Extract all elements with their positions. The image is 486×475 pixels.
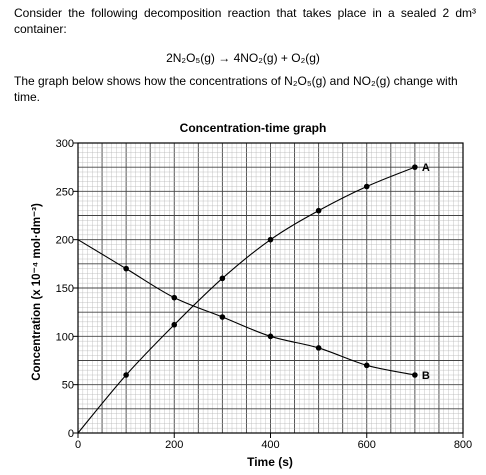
y-tick-label: 100: [56, 331, 74, 343]
series-b-point: [123, 265, 129, 272]
series-a-point: [267, 236, 274, 243]
chart-title: Concentration-time graph: [180, 121, 327, 135]
question-intro: Consider the following decomposition rea…: [14, 6, 476, 36]
series-b-label: B: [422, 370, 430, 382]
series-a-point: [171, 321, 178, 328]
series-a-label: A: [422, 162, 430, 174]
series-b-point: [219, 314, 226, 320]
chart-grid: [77, 142, 464, 434]
series-b-point: [363, 362, 370, 369]
y-tick-label: 200: [56, 235, 74, 247]
reaction-equation: 2N₂O₅(g) → 4NO₂(g) + O₂(g): [166, 51, 320, 65]
series-a-point: [123, 372, 129, 378]
x-tick-label: 200: [165, 439, 183, 451]
series-a-point: [363, 183, 370, 190]
series-a-point: [315, 207, 322, 214]
x-tick-label: 400: [261, 439, 279, 451]
x-tick-label: 0: [75, 439, 81, 451]
series-a-point: [412, 164, 418, 170]
x-axis-label: Time (s): [247, 455, 293, 469]
y-tick-label: 150: [56, 283, 74, 295]
series-b-point: [267, 333, 274, 340]
series-a-point: [219, 275, 226, 282]
x-tick-label: 800: [454, 439, 472, 451]
y-tick-label: 300: [56, 138, 74, 150]
series-b-line: [77, 239, 415, 376]
y-tick-label: 250: [56, 186, 74, 198]
series-b-point: [412, 372, 418, 378]
chart-axes: 0 200 400 600 800 0 50 100 150 200 250 300: [56, 138, 473, 451]
series-b-point: [171, 294, 178, 301]
series-b-point: [315, 345, 322, 351]
y-tick-label: 50: [62, 380, 74, 392]
y-axis-label: Concentration (x 10⁻⁴ mol·dm⁻³): [31, 203, 43, 381]
x-tick-label: 600: [358, 439, 376, 451]
y-tick-label: 0: [68, 428, 74, 440]
question-description: The graph below shows how the concentrat…: [14, 74, 458, 104]
chart-series: AB: [77, 162, 430, 434]
